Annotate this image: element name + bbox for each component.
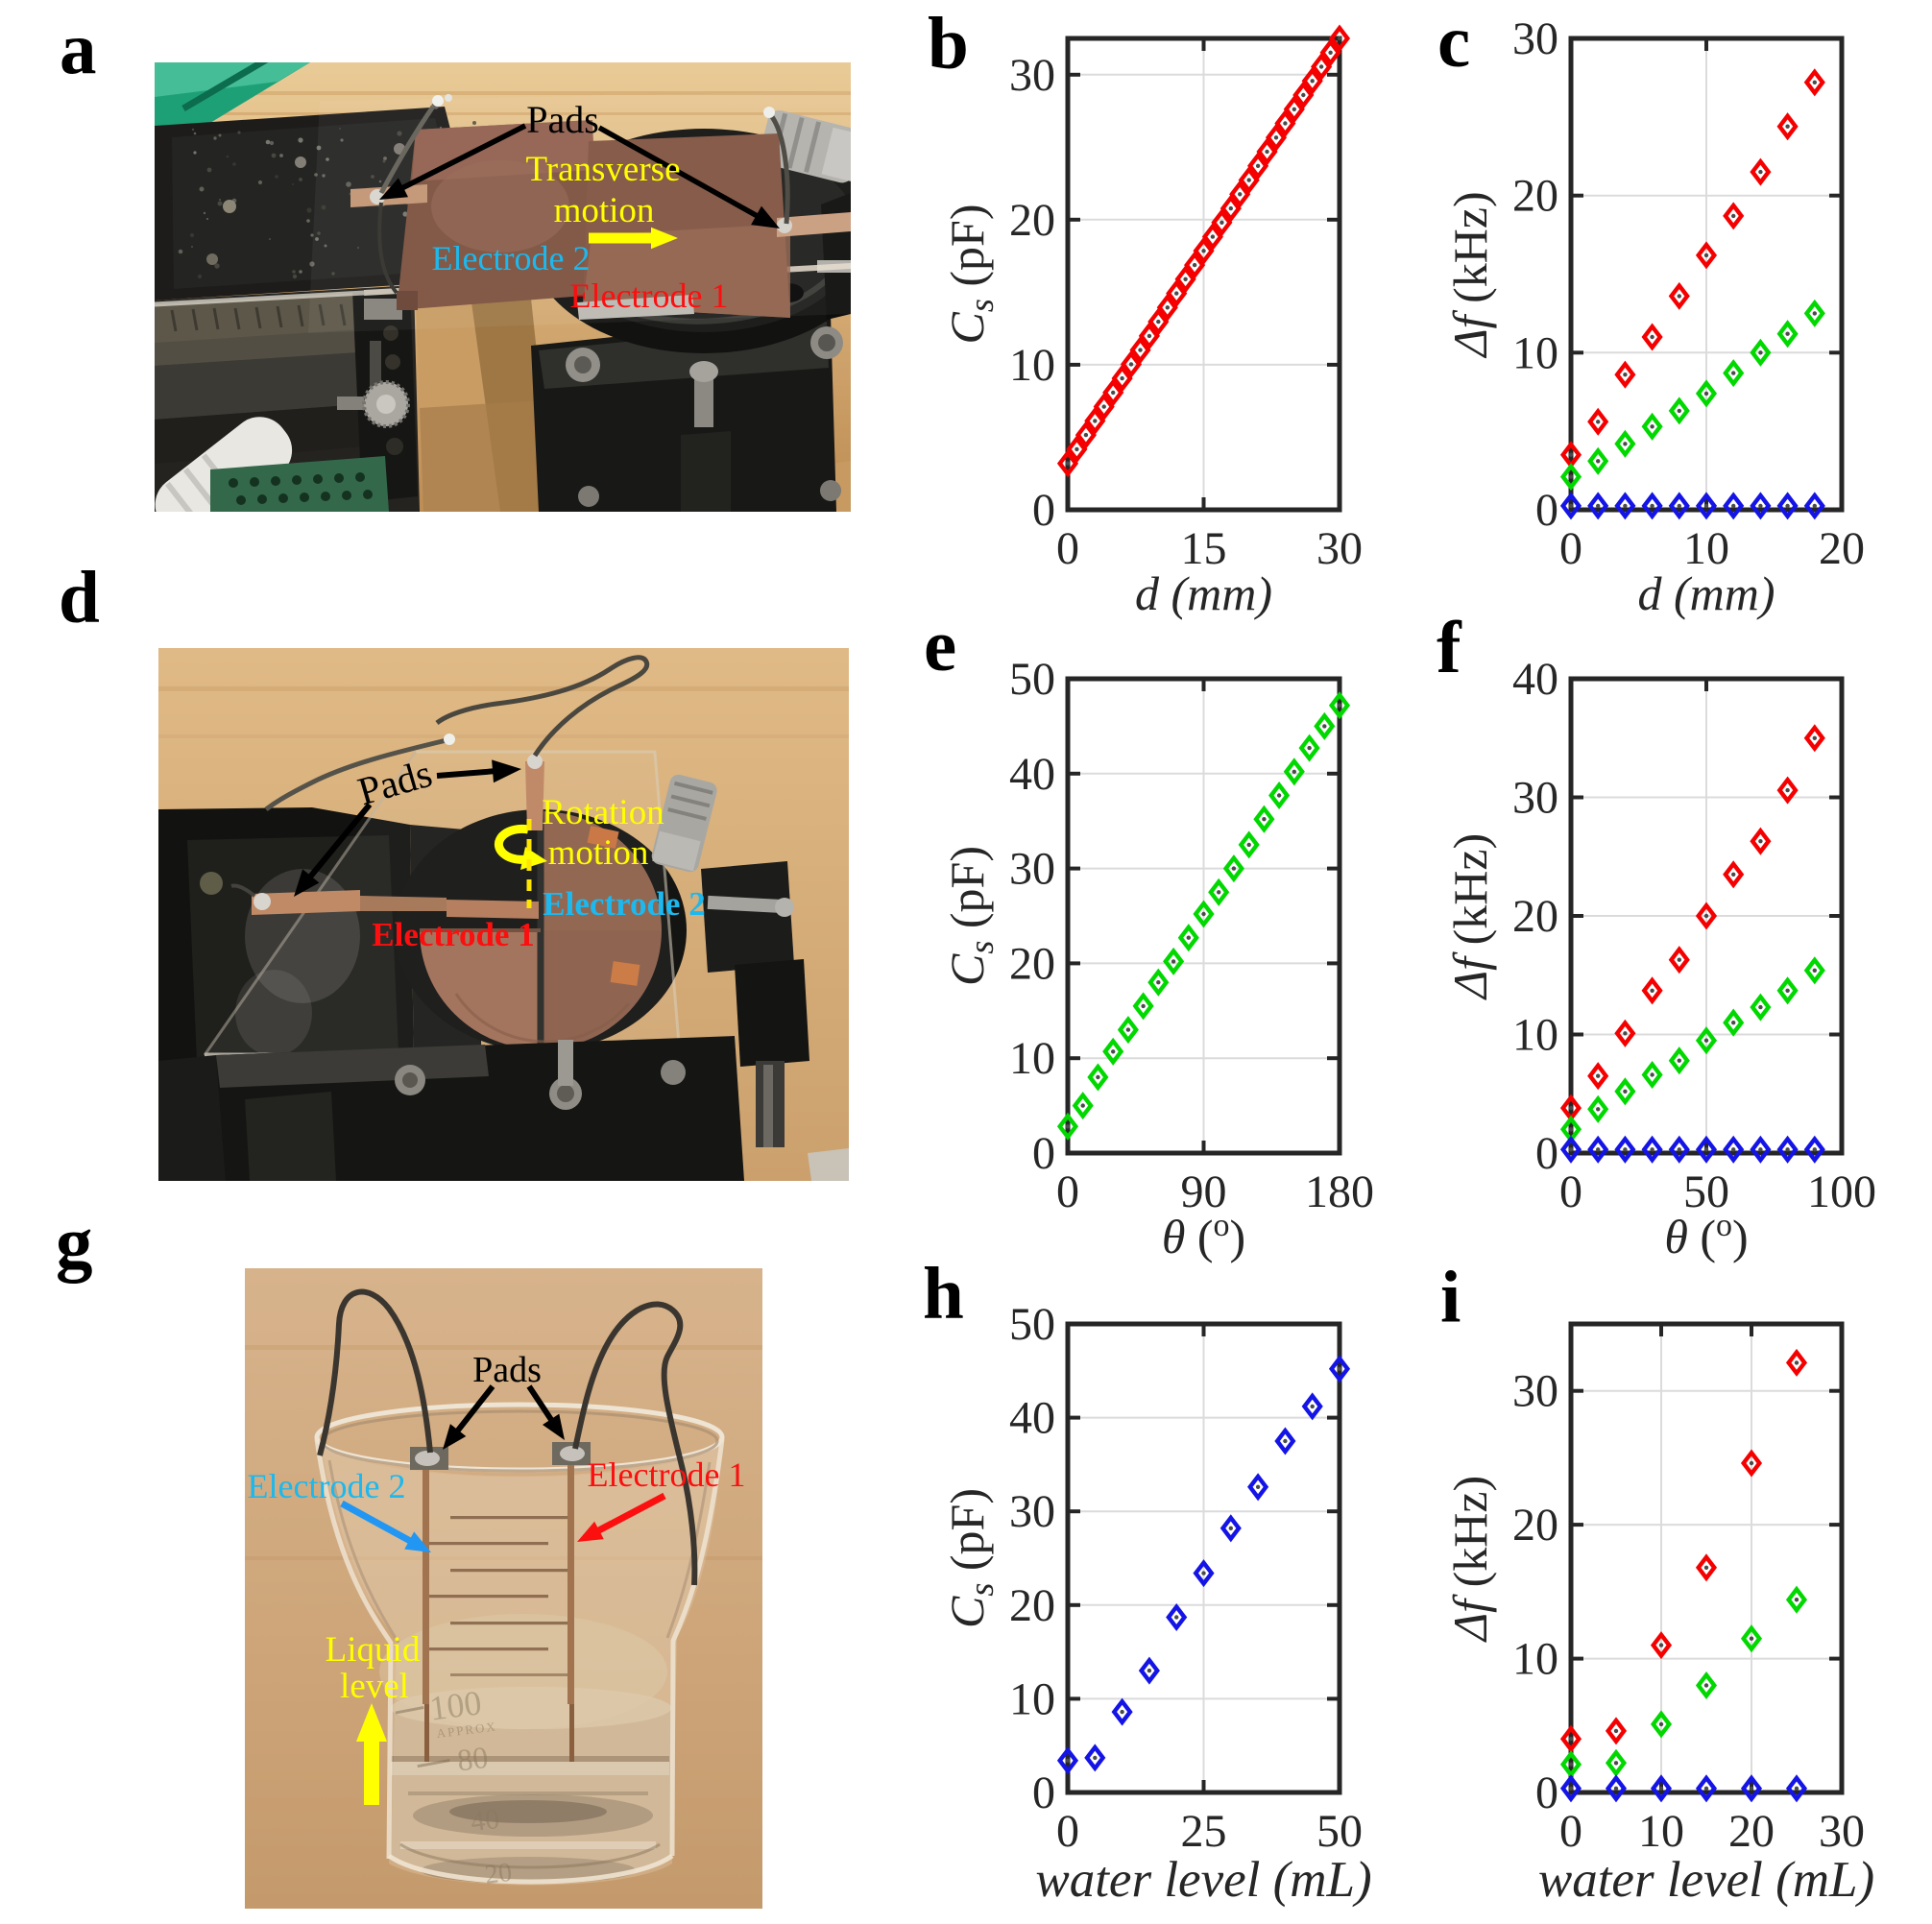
svg-text:10: 10 xyxy=(1512,327,1558,378)
svg-text:Electrode 1: Electrode 1 xyxy=(372,916,534,953)
svg-text:motion: motion xyxy=(554,191,655,230)
svg-text:10: 10 xyxy=(1009,340,1055,391)
svg-text:20: 20 xyxy=(1009,1580,1055,1631)
svg-text:40: 40 xyxy=(469,1803,501,1838)
svg-text:0: 0 xyxy=(1559,1166,1582,1217)
svg-text:20: 20 xyxy=(1009,195,1055,246)
svg-text:i: i xyxy=(1440,1256,1461,1338)
svg-text:Pads: Pads xyxy=(472,1350,542,1390)
svg-text:Transverse: Transverse xyxy=(525,150,680,189)
svg-text:water level (mL): water level (mL) xyxy=(1035,1852,1371,1908)
svg-text:g: g xyxy=(56,1201,93,1284)
svg-text:50: 50 xyxy=(1009,654,1055,705)
svg-text:Pads: Pads xyxy=(526,98,599,141)
svg-text:Electrode 1: Electrode 1 xyxy=(588,1455,746,1494)
svg-text:Electrode 2: Electrode 2 xyxy=(543,885,705,923)
svg-text:100: 100 xyxy=(427,1683,483,1727)
svg-text:water level (mL): water level (mL) xyxy=(1538,1852,1874,1908)
svg-text:Electrode 1: Electrode 1 xyxy=(570,277,729,315)
svg-text:d (mm): d (mm) xyxy=(1135,566,1272,620)
svg-text:0: 0 xyxy=(1032,1768,1055,1818)
svg-text:30: 30 xyxy=(1512,773,1558,824)
svg-text:10: 10 xyxy=(1512,1634,1558,1685)
svg-text:Rotation: Rotation xyxy=(542,793,664,832)
svg-text:20: 20 xyxy=(483,1858,514,1890)
svg-text:0: 0 xyxy=(1535,1768,1558,1818)
svg-text:30: 30 xyxy=(1512,13,1558,64)
svg-text:0: 0 xyxy=(1535,485,1558,536)
svg-text:20: 20 xyxy=(1512,1500,1558,1551)
svg-text:a: a xyxy=(60,7,97,89)
svg-text:20: 20 xyxy=(1512,171,1558,222)
svg-text:θ (o): θ (o) xyxy=(1664,1208,1748,1263)
svg-text:f: f xyxy=(1437,606,1462,688)
svg-text:80: 80 xyxy=(455,1740,490,1778)
svg-text:Cs (pF): Cs (pF) xyxy=(940,846,1001,986)
svg-text:Δf (kHz): Δf (kHz) xyxy=(1443,191,1497,358)
svg-text:100: 100 xyxy=(1807,1166,1876,1217)
svg-text:Electrode 2: Electrode 2 xyxy=(432,239,591,277)
svg-text:20: 20 xyxy=(1728,1806,1775,1857)
svg-text:θ (o): θ (o) xyxy=(1162,1208,1245,1263)
svg-text:30: 30 xyxy=(1316,523,1363,574)
svg-text:25: 25 xyxy=(1181,1806,1227,1857)
svg-text:0: 0 xyxy=(1032,485,1055,536)
svg-text:Cs (pF): Cs (pF) xyxy=(940,204,1001,345)
svg-text:h: h xyxy=(923,1252,964,1335)
svg-text:10: 10 xyxy=(1009,1673,1055,1724)
svg-text:10: 10 xyxy=(1512,1010,1558,1061)
svg-text:e: e xyxy=(924,604,956,686)
svg-text:0: 0 xyxy=(1559,523,1582,574)
svg-text:30: 30 xyxy=(1512,1366,1558,1417)
svg-text:0: 0 xyxy=(1056,1166,1079,1217)
svg-text:Δf (kHz): Δf (kHz) xyxy=(1443,1476,1497,1643)
svg-text:Cs (pF): Cs (pF) xyxy=(940,1488,1001,1628)
svg-text:0: 0 xyxy=(1559,1806,1582,1857)
svg-text:motion: motion xyxy=(548,833,649,873)
svg-text:30: 30 xyxy=(1009,844,1055,895)
svg-text:50: 50 xyxy=(1009,1299,1055,1350)
svg-text:0: 0 xyxy=(1056,1806,1079,1857)
svg-text:90: 90 xyxy=(1181,1166,1227,1217)
svg-text:15: 15 xyxy=(1181,523,1227,574)
svg-text:0: 0 xyxy=(1056,523,1079,574)
svg-text:20: 20 xyxy=(1819,523,1865,574)
svg-text:Δf (kHz): Δf (kHz) xyxy=(1443,833,1497,1000)
svg-text:20: 20 xyxy=(1009,938,1055,989)
svg-text:30: 30 xyxy=(1819,1806,1865,1857)
svg-text:30: 30 xyxy=(1009,50,1055,101)
svg-text:d (mm): d (mm) xyxy=(1637,566,1775,620)
svg-text:Liquid: Liquid xyxy=(326,1630,421,1670)
svg-text:50: 50 xyxy=(1316,1806,1363,1857)
svg-text:50: 50 xyxy=(1683,1166,1729,1217)
svg-text:Electrode 2: Electrode 2 xyxy=(248,1467,406,1505)
svg-text:10: 10 xyxy=(1683,523,1729,574)
svg-text:0: 0 xyxy=(1032,1128,1055,1179)
svg-text:40: 40 xyxy=(1009,1393,1055,1444)
svg-text:d: d xyxy=(59,556,100,638)
svg-text:20: 20 xyxy=(1512,891,1558,942)
svg-text:40: 40 xyxy=(1512,654,1558,705)
svg-text:c: c xyxy=(1437,0,1470,83)
svg-text:b: b xyxy=(928,2,969,84)
svg-text:30: 30 xyxy=(1009,1486,1055,1537)
svg-text:level: level xyxy=(340,1667,409,1706)
svg-text:40: 40 xyxy=(1009,749,1055,800)
svg-text:180: 180 xyxy=(1305,1166,1374,1217)
svg-text:10: 10 xyxy=(1638,1806,1684,1857)
svg-text:0: 0 xyxy=(1535,1128,1558,1179)
svg-text:10: 10 xyxy=(1009,1033,1055,1084)
